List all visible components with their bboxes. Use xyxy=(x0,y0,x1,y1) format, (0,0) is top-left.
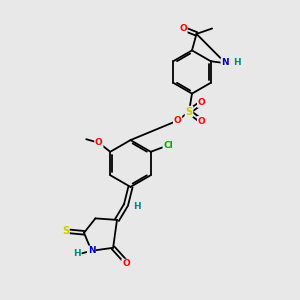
Text: H: H xyxy=(233,58,240,67)
Text: Cl: Cl xyxy=(163,141,173,150)
Text: O: O xyxy=(95,138,103,147)
Text: O: O xyxy=(198,117,206,126)
Text: H: H xyxy=(73,249,81,258)
Text: N: N xyxy=(221,58,229,67)
Text: S: S xyxy=(185,106,193,117)
Text: H: H xyxy=(134,202,141,211)
Text: N: N xyxy=(88,246,95,255)
Text: O: O xyxy=(122,260,130,268)
Text: O: O xyxy=(179,24,187,33)
Text: S: S xyxy=(62,226,69,236)
Text: O: O xyxy=(198,98,206,107)
Text: O: O xyxy=(174,116,182,125)
